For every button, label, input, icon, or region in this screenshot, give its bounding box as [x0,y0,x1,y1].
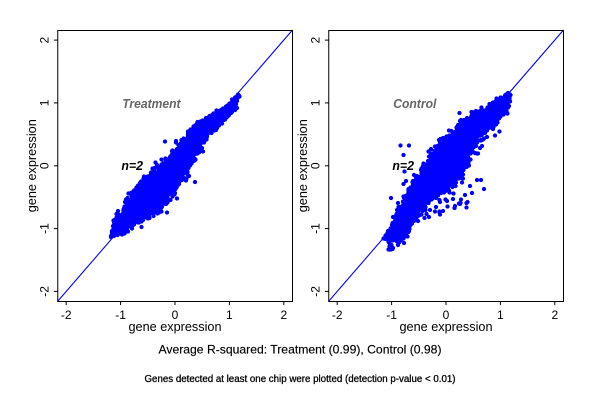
svg-text:-2: -2 [61,308,72,322]
svg-text:0: 0 [309,162,323,169]
svg-text:2: 2 [551,308,558,322]
svg-text:Control: Control [393,96,437,111]
svg-text:Treatment: Treatment [122,96,181,111]
svg-text:1: 1 [226,308,233,322]
svg-text:1: 1 [497,308,504,322]
svg-text:2: 2 [38,36,52,43]
svg-text:n=2: n=2 [392,158,414,173]
svg-text:gene expression: gene expression [400,319,493,334]
svg-text:Genes detected at least one ch: Genes detected at least one chip were pl… [145,374,456,385]
svg-text:n=2: n=2 [121,158,143,173]
svg-text:Average R-squared: Treatment (: Average R-squared: Treatment (0.99), Con… [159,343,442,357]
svg-text:gene expression: gene expression [295,119,310,212]
svg-text:1: 1 [38,99,52,106]
svg-text:-1: -1 [386,308,397,322]
svg-text:-2: -2 [38,286,52,297]
svg-text:-1: -1 [115,308,126,322]
svg-text:-1: -1 [309,223,323,234]
svg-text:0: 0 [172,308,179,322]
svg-text:2: 2 [280,308,287,322]
svg-text:-2: -2 [309,286,323,297]
svg-text:-1: -1 [38,223,52,234]
svg-text:1: 1 [309,99,323,106]
svg-text:2: 2 [309,36,323,43]
svg-text:0: 0 [38,162,52,169]
svg-text:0: 0 [443,308,450,322]
svg-text:-2: -2 [332,308,343,322]
svg-text:gene expression: gene expression [129,319,222,334]
svg-text:gene expression: gene expression [24,119,39,212]
